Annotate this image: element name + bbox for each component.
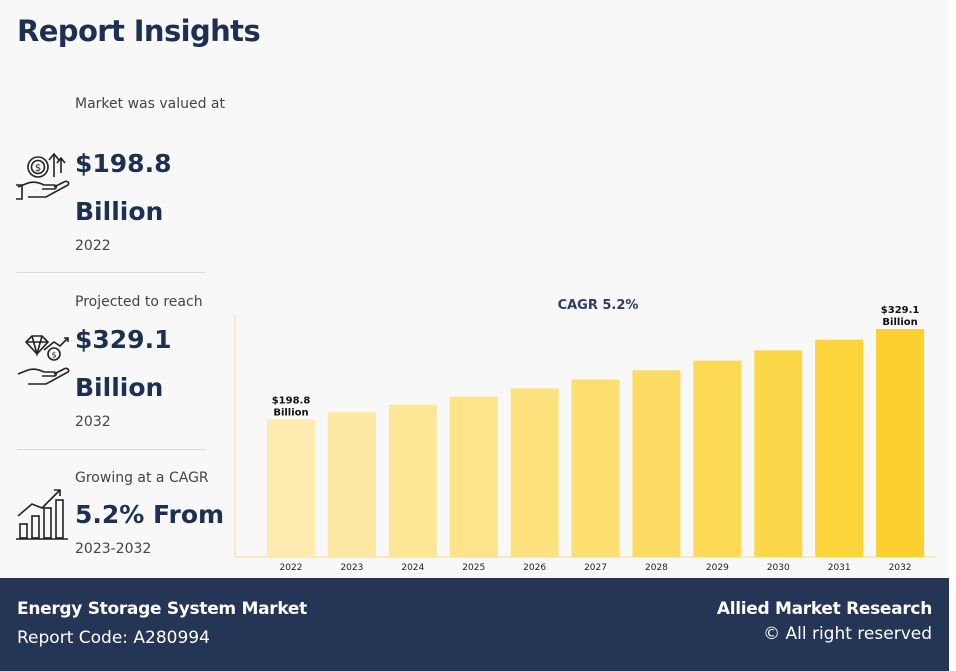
- data-label: $198.8: [272, 395, 311, 406]
- stat-caption: Market was valued at: [75, 96, 225, 112]
- rights-text: © All right reserved: [763, 624, 932, 644]
- x-tick-label: 2025: [462, 563, 485, 573]
- stat-caption: Projected to reach: [75, 294, 203, 310]
- bar: [267, 419, 315, 557]
- stat-year: 2032: [75, 414, 111, 430]
- footer: Energy Storage System Market Report Code…: [0, 578, 949, 671]
- stat-value: $198.8: [75, 149, 172, 178]
- bar: [754, 350, 803, 557]
- bar: [571, 379, 620, 557]
- chart-title: CAGR 5.2%: [558, 298, 639, 313]
- stat-unit: Billion: [75, 197, 164, 226]
- bar-chart: CAGR 5.2% 2022 2023 2024 2025 2026 2027 2028 202…: [234, 298, 935, 573]
- divider: [17, 272, 205, 273]
- stat-cagr: Growing at a CAGR 5.2% From 2023-2032: [0, 468, 230, 568]
- svg-text:$: $: [51, 351, 56, 360]
- stat-caption: Growing at a CAGR: [75, 470, 209, 486]
- bar: [876, 329, 925, 557]
- hand-coin-icon: $: [14, 147, 72, 207]
- page-title: Report Insights: [17, 14, 261, 48]
- x-tick-label: 2032: [889, 563, 912, 573]
- x-tick-label: 2030: [767, 563, 790, 573]
- x-tick-label: 2024: [401, 563, 424, 573]
- stat-value: $329.1: [75, 325, 172, 354]
- x-tick-label: 2022: [280, 563, 303, 573]
- hand-diamond-icon: $: [14, 332, 72, 392]
- x-tick-label: 2023: [340, 563, 363, 573]
- stat-value: 5.2% From: [75, 500, 225, 529]
- data-label: $329.1: [881, 305, 920, 316]
- x-tick-label: 2031: [828, 563, 851, 573]
- bar: [449, 396, 498, 557]
- bar: [510, 388, 559, 557]
- bar: [632, 370, 681, 557]
- x-tick-label: 2029: [706, 563, 729, 573]
- x-tick-label: 2026: [523, 563, 546, 573]
- bar: [388, 404, 437, 557]
- x-tick-label: 2027: [584, 563, 607, 573]
- stat-market-valued: $ Market was valued at $198.8 Billion 20…: [0, 92, 230, 264]
- stat-projected: $ Projected to reach $329.1 Billion 2032: [0, 292, 230, 442]
- stat-unit: Billion: [75, 373, 164, 402]
- bar: [327, 412, 376, 557]
- bar: [693, 360, 742, 557]
- growth-bars-icon: [14, 486, 72, 546]
- brand-name: Allied Market Research: [716, 599, 932, 619]
- report-name: Energy Storage System Market: [17, 599, 307, 619]
- x-tick-label: 2028: [645, 563, 668, 573]
- data-label: Billion: [273, 407, 308, 418]
- stat-year: 2022: [75, 238, 111, 254]
- report-code: Report Code: A280994: [17, 628, 210, 648]
- stat-year: 2023-2032: [75, 541, 152, 557]
- data-label: Billion: [882, 317, 917, 328]
- bar: [815, 339, 864, 557]
- divider: [17, 449, 205, 450]
- svg-text:$: $: [35, 163, 41, 174]
